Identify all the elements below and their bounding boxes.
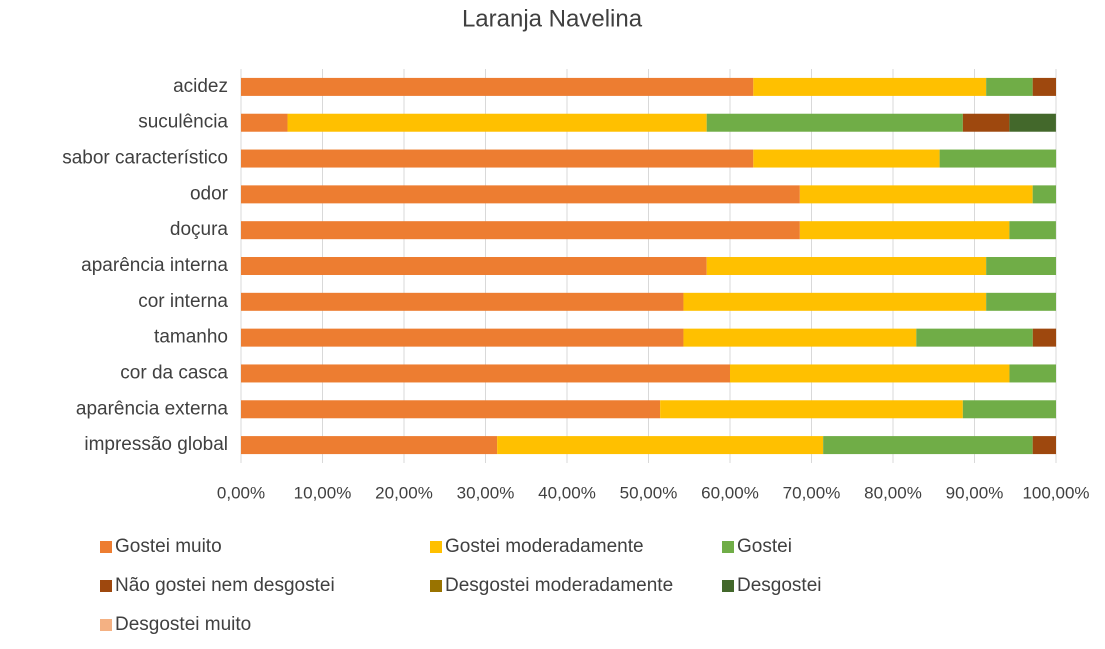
y-tick-label: doçura [170,219,229,240]
y-tick-label: cor interna [138,291,228,312]
x-tick-label: 40,00% [538,483,596,502]
bar-segment [753,149,940,168]
bar-segment [241,328,684,347]
x-tick-label: 90,00% [946,483,1004,502]
x-tick-label: 70,00% [783,483,841,502]
legend-label: Não gostei nem desgostei [115,575,335,596]
x-tick-label: 100,00% [1022,483,1089,502]
bar-segment [706,257,987,275]
bar-segment [1032,185,1056,204]
x-tick-label: 30,00% [457,483,515,502]
legend-swatch [100,619,112,631]
legend-label: Desgostei [737,575,822,596]
bar-segment [730,364,1010,383]
x-tick-label: 80,00% [864,483,922,502]
bar-segment [753,77,987,96]
legend-label: Gostei muito [115,536,222,557]
y-tick-label: aparência externa [76,398,229,419]
y-tick-label: sabor característico [62,148,228,169]
bar-segment [916,328,1033,347]
legend-label: Desgostei muito [115,614,251,635]
legend-swatch [100,541,112,553]
bar-segment [683,292,987,311]
bar-segment [241,185,800,204]
y-tick-label: cor da casca [120,362,228,383]
bar-segment [1009,221,1056,240]
bar-segment [1032,77,1056,96]
bar-segment [1032,436,1056,455]
bar-segment [241,257,707,275]
legend-swatch [722,541,734,553]
bar-segment [241,436,498,455]
bar-segment [241,77,754,96]
y-tick-label: odor [190,183,229,204]
y-tick-label: aparência interna [81,255,228,276]
bar-segment [799,221,1010,240]
x-tick-label: 60,00% [701,483,759,502]
bar-segment [986,257,1056,275]
bar-segment [683,328,917,347]
bar-segment [1009,364,1056,383]
x-tick-label: 10,00% [294,483,352,502]
y-tick-label: impressão global [84,434,228,455]
y-tick-label: acidez [173,76,228,97]
bar-segment [1032,328,1057,347]
bar-segment [241,292,684,311]
bar-segment [241,400,661,419]
bar-segment [986,77,1033,96]
bar-segment [497,436,824,455]
bar-segment [986,292,1056,311]
bar-segment [241,221,800,240]
x-tick-label: 50,00% [620,483,678,502]
bar-segment [939,149,1057,168]
y-tick-label: tamanho [154,327,228,348]
bar-segment [241,364,730,383]
bar-segment [706,113,963,132]
bar-segment [823,436,1033,455]
legend-swatch [430,580,442,592]
chart-title: Laranja Navelina [462,5,643,32]
x-tick-label: 20,00% [375,483,433,502]
legend-swatch [430,541,442,553]
bar-segment [1009,113,1056,132]
legend-label: Gostei moderadamente [445,536,644,557]
legend-label: Desgostei moderadamente [445,575,673,596]
bar-segment [241,149,754,168]
bar-segment [799,185,1033,204]
legend-label: Gostei [737,536,792,557]
y-tick-label: suculência [138,112,228,133]
bar-segment [241,113,288,132]
legend-swatch [100,580,112,592]
bar-segment [962,113,1010,132]
bar-segment [962,400,1056,419]
bar-segment [660,400,963,419]
bar-segment [287,113,707,132]
x-tick-label: 0,00% [217,483,265,502]
legend-swatch [722,580,734,592]
